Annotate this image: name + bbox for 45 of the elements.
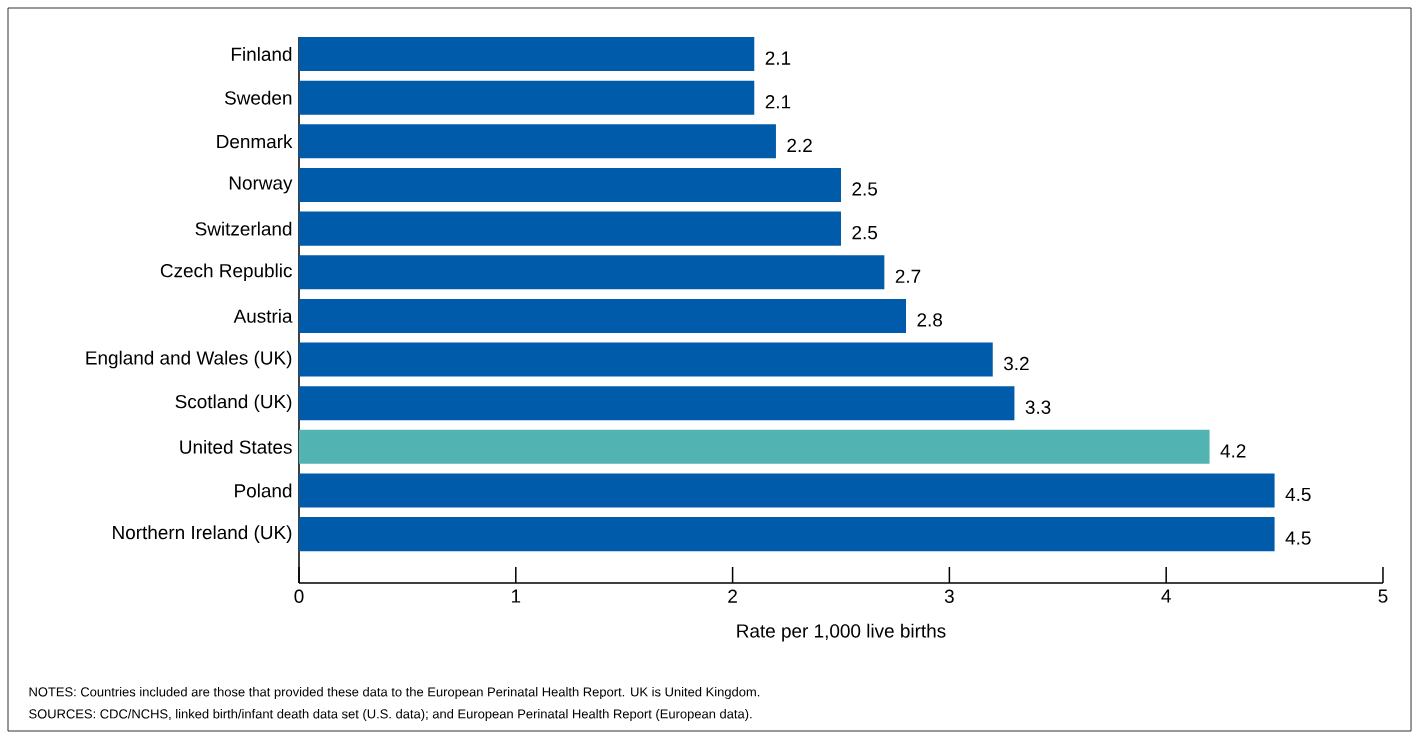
data-label: 3.3 <box>1025 400 1051 414</box>
bar <box>299 386 1015 421</box>
bar <box>299 473 1275 508</box>
data-label: 2.7 <box>895 269 921 283</box>
bar <box>299 429 1210 464</box>
data-label: 2.5 <box>852 182 878 196</box>
data-label: 4.2 <box>1220 444 1246 458</box>
y-tick-label: Norway <box>229 176 293 194</box>
x-tick-label: 4 <box>1161 589 1171 603</box>
text: NOTES: Countries included are those that provided these data to the European Perinatal Health Report. UK is United Kingdom. <box>29 686 760 700</box>
bar <box>299 298 907 333</box>
bar <box>299 124 776 159</box>
bar <box>299 211 841 246</box>
source-note: SOURCES: CDC/NCHS, linked birth/infant death data set (U.S. data); and European Perinatal Health Report (European data). <box>29 708 752 722</box>
data-label: 2.1 <box>765 51 791 65</box>
y-tick-label: Switzerland <box>195 221 292 236</box>
y-tick-label: England and Wales (UK) <box>86 350 292 369</box>
y-tick-label: United States <box>180 439 292 454</box>
y-tick-label: Denmark <box>217 134 293 149</box>
data-label: 4.5 <box>1285 487 1311 502</box>
x-axis-title: Rate per 1,000 live births <box>737 623 946 642</box>
data-label: 3.2 <box>1003 356 1029 371</box>
x-tick-label: 2 <box>728 589 737 603</box>
x-tick-label: 0 <box>294 589 304 603</box>
data-label: 2.8 <box>917 313 943 327</box>
data-label: 4.5 <box>1285 531 1311 545</box>
x-tick-label: 3 <box>944 589 954 603</box>
y-tick-label: Czech Republic <box>160 263 292 282</box>
y-tick-label: Austria <box>233 308 293 323</box>
data-label: 2.5 <box>852 225 878 240</box>
y-tick-label: Scotland (UK) <box>175 394 292 413</box>
bar <box>299 517 1275 552</box>
y-tick-label: Northern Ireland (UK) <box>113 525 292 543</box>
data-label: 2.2 <box>787 138 812 152</box>
y-tick-label: Finland <box>231 47 292 61</box>
bar <box>299 37 755 72</box>
bar <box>299 167 841 202</box>
bar <box>299 342 993 377</box>
x-tick-label: 1 <box>511 589 521 603</box>
x-tick-label: 5 <box>1378 589 1388 603</box>
bar <box>299 80 755 115</box>
data-label: 2.1 <box>765 95 791 109</box>
y-tick-label: Sweden <box>224 90 292 105</box>
y-tick-label: Poland <box>235 483 292 498</box>
bar <box>299 255 885 290</box>
